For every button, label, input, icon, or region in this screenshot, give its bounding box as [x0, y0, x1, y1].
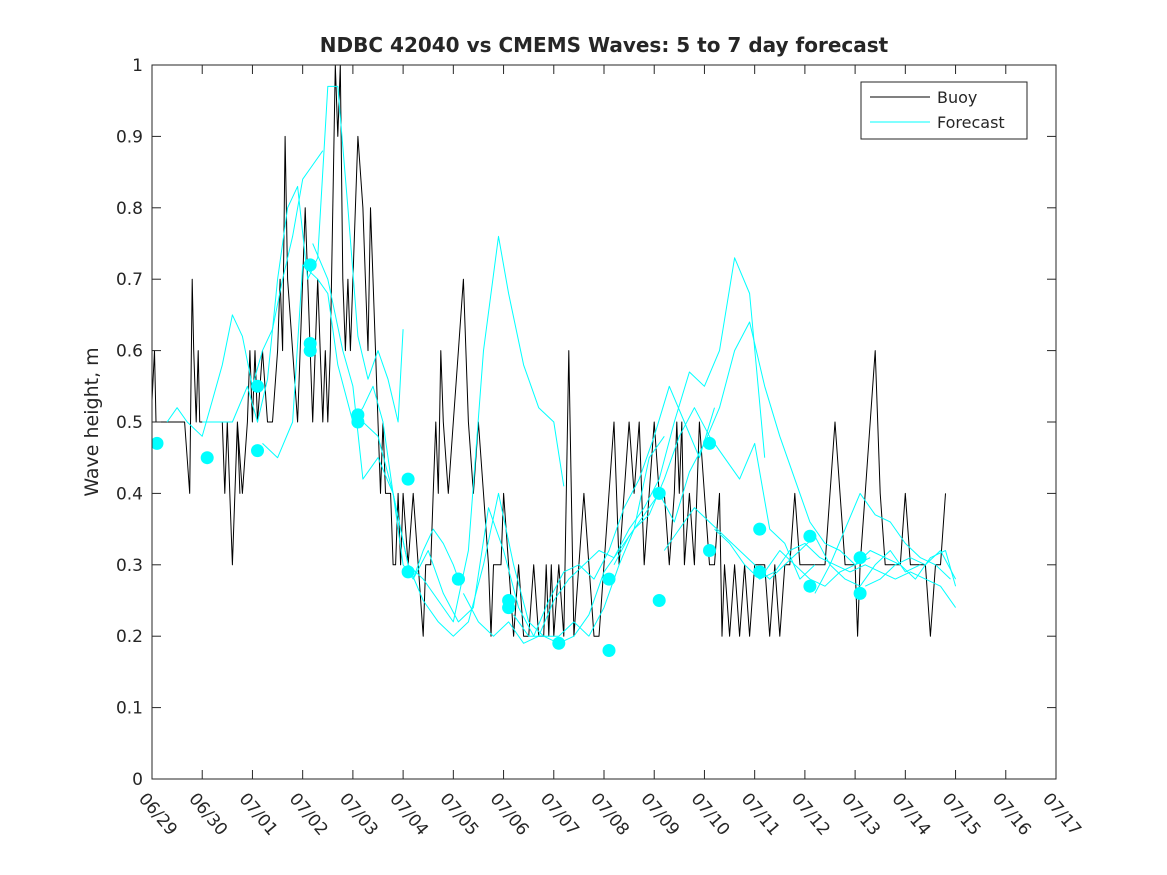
forecast-series-line-13	[814, 492, 951, 594]
forecast-marker	[502, 601, 516, 615]
legend-forecast-label: Forecast	[937, 113, 1005, 132]
legend-buoy-label: Buoy	[937, 88, 977, 107]
chart-title: NDBC 42040 vs CMEMS Waves: 5 to 7 day fo…	[320, 33, 889, 57]
forecast-marker	[451, 572, 465, 586]
forecast-marker	[652, 594, 666, 607]
forecast-marker	[853, 551, 867, 565]
forecast-marker	[303, 258, 317, 272]
forecast-marker	[401, 565, 415, 579]
forecast-marker	[703, 436, 716, 450]
y-tick-label: 0.1	[116, 699, 143, 719]
y-tick-label: 0.9	[116, 127, 143, 147]
legend: Buoy Forecast	[860, 81, 1028, 140]
forecast-marker	[703, 544, 716, 557]
forecast-marker	[401, 472, 415, 486]
y-tick-label: 0.6	[116, 342, 143, 362]
forecast-marker	[552, 636, 566, 650]
forecast-marker	[351, 415, 365, 429]
plot-content	[152, 65, 957, 657]
y-tick-label: 0	[132, 770, 143, 790]
forecast-marker	[303, 337, 317, 350]
forecast-series-line-4	[312, 235, 565, 623]
forecast-series-line-10	[663, 507, 921, 587]
forecast-marker	[200, 451, 214, 465]
legend-box	[860, 81, 1028, 140]
forecast-marker	[152, 436, 164, 450]
forecast-series-line-14	[864, 550, 957, 587]
forecast-marker	[602, 644, 616, 657]
y-tick-label: 0.4	[116, 484, 143, 504]
forecast-marker	[803, 579, 817, 593]
forecast-marker	[853, 586, 867, 600]
y-axis-label: Wave height, m	[81, 347, 103, 496]
forecast-series-line-1	[166, 150, 324, 437]
forecast-series-line-6	[412, 385, 715, 637]
forecast-marker	[251, 379, 264, 393]
y-tick-label: 0.2	[116, 627, 143, 647]
forecast-marker	[652, 486, 666, 500]
y-tick-label: 0.5	[116, 413, 143, 433]
y-tick-label: 0.3	[116, 556, 143, 576]
plot-area	[152, 65, 1056, 779]
forecast-marker	[602, 572, 616, 586]
forecast-series-line-3	[262, 264, 459, 580]
y-tick-label: 1	[132, 56, 143, 76]
forecast-marker	[753, 565, 767, 579]
forecast-marker	[753, 522, 767, 536]
y-axis: 0 0.1 0.2 0.3 0.4 0.5 0.6 0.7 0.8 0.9 1	[116, 56, 1056, 790]
forecast-marker	[251, 444, 264, 458]
y-tick-label: 0.8	[116, 199, 143, 219]
y-tick-label: 0.7	[116, 270, 143, 290]
forecast-marker	[803, 529, 817, 543]
